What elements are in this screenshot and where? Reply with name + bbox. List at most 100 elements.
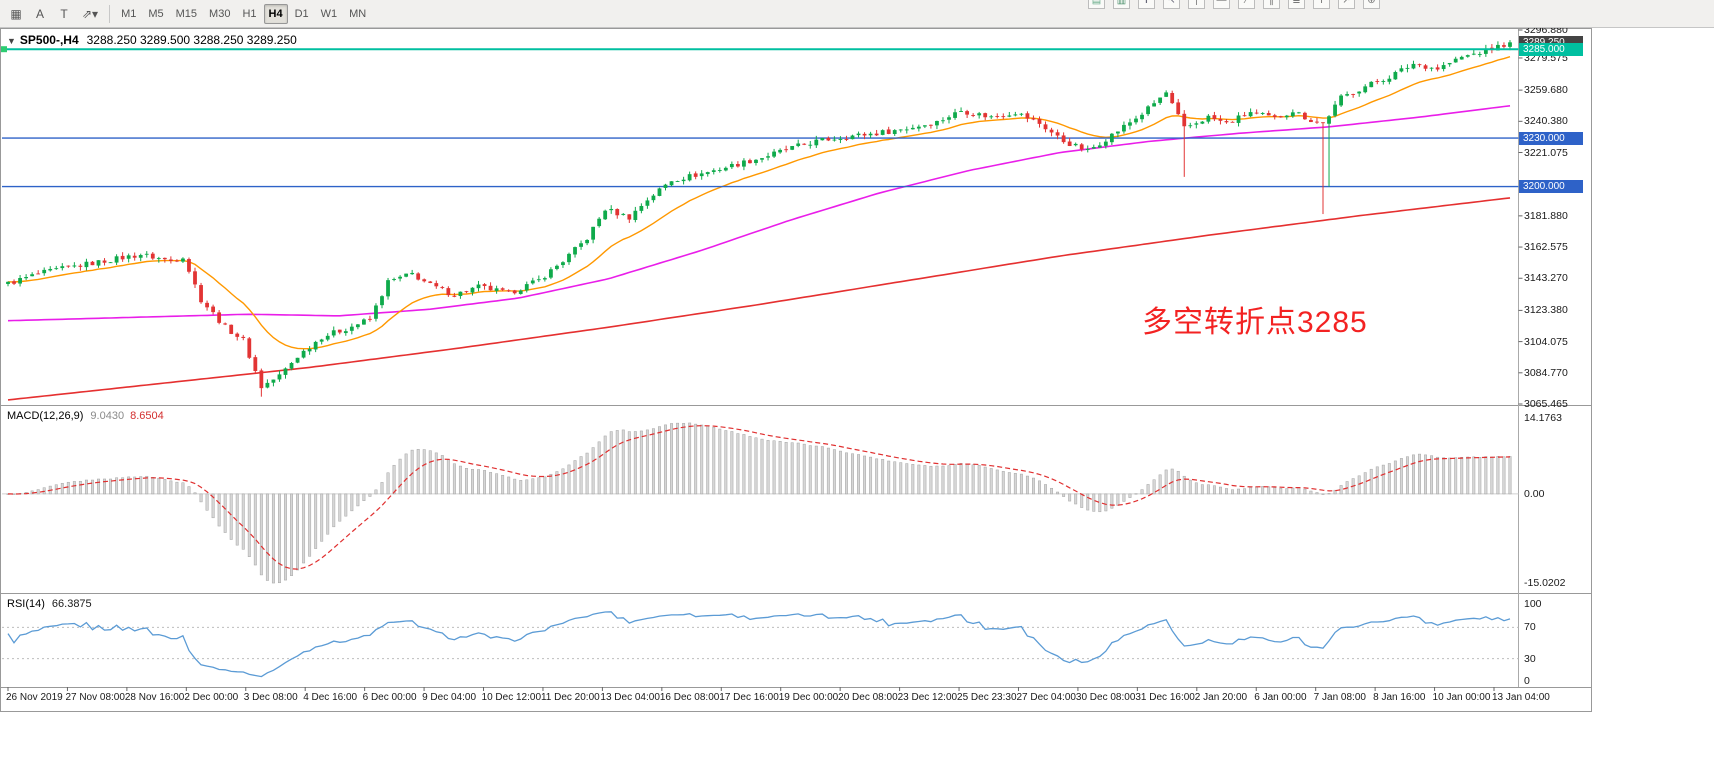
time-axis-label: 6 Jan 00:00 [1254, 692, 1307, 703]
time-axis-label: 27 Nov 08:00 [65, 692, 125, 703]
time-axis-label: 10 Dec 12:00 [481, 692, 542, 703]
time-axis-label: 27 Dec 04:00 [1016, 692, 1076, 703]
timeframe-m30[interactable]: M30 [209, 7, 231, 20]
arrow-tool-icon[interactable]: ↗ [1338, 0, 1355, 9]
symbol-dropdown-icon[interactable]: ▼ [7, 36, 16, 46]
font-a-icon[interactable]: A [35, 6, 44, 21]
ohlc-values: 3288.250 3289.500 3288.250 3289.250 [86, 33, 297, 47]
chart-frame [0, 28, 1592, 712]
toolbar-left-icons: ▦ A T ⇗▾ [4, 4, 104, 24]
macd-signal-value: 8.6504 [130, 410, 164, 422]
horizontal-lines [2, 137, 1519, 188]
time-axis-label: 8 Jan 16:00 [1373, 692, 1426, 703]
time-axis-label: 7 Jan 08:00 [1313, 692, 1366, 703]
time-axis-label: 17 Dec 16:00 [719, 692, 779, 703]
price-axis-label: 3065.465 [1524, 398, 1568, 410]
crosshair-icon[interactable]: ✛ [1138, 0, 1155, 9]
time-axis-label: 25 Dec 23:30 [957, 692, 1017, 703]
timeframe-m15[interactable]: M15 [175, 7, 198, 20]
macd-axis-min: -15.0202 [1524, 577, 1566, 589]
macd-title: MACD(12,26,9) [7, 410, 84, 422]
fibonacci-icon[interactable]: ≣ [1288, 0, 1305, 9]
rsi-title: RSI(14) [7, 598, 45, 610]
rsi-line [7, 611, 1511, 678]
rsi-axis-70: 70 [1524, 621, 1536, 634]
time-axis-label: 20 Dec 08:00 [838, 692, 898, 703]
timeframe-m1[interactable]: M1 [121, 7, 137, 20]
hline-3230-badge: 3230.000 [1519, 131, 1583, 145]
hline-3285-teal[interactable] [1, 46, 1519, 53]
ma-mid-magenta-line [7, 105, 1511, 322]
timeframe-w1[interactable]: W1 [320, 7, 338, 20]
macd-axis-max: 14.1763 [1524, 412, 1562, 424]
timeframe-h4[interactable]: H4 [263, 3, 288, 24]
channel-icon[interactable]: ∥ [1263, 0, 1280, 9]
macd-histogram [6, 422, 1512, 584]
macd-axis-zero: 0.00 [1524, 487, 1545, 500]
time-axis-label: 11 Dec 20:00 [540, 692, 600, 703]
rsi-axis-30: 30 [1524, 652, 1536, 665]
chart-symbol-header: ▼ SP500-,H4 3288.250 3289.500 3288.250 328… [7, 33, 297, 47]
time-axis-label: 30 Dec 08:00 [1075, 692, 1136, 703]
time-ticks [7, 687, 1495, 691]
trendline-icon[interactable]: ∕ [1238, 0, 1255, 9]
time-axis-label: 26 Nov 2019 [6, 692, 63, 703]
rsi-axis-100: 100 [1524, 598, 1542, 610]
charts-grid-icon[interactable]: ▦ [10, 6, 22, 21]
price-axis-label: 3240.380 [1524, 115, 1568, 128]
time-axis-label: 10 Jan 00:00 [1432, 692, 1491, 703]
price-axis-label: 3162.575 [1524, 241, 1568, 254]
time-axis-label: 6 Dec 00:00 [362, 692, 417, 703]
time-axis-label: 4 Dec 16:00 [303, 692, 358, 703]
time-axis-label: 23 Dec 12:00 [897, 692, 958, 703]
time-axis-label: 9 Dec 04:00 [422, 692, 477, 703]
price-axis-label: 3259.680 [1524, 84, 1568, 97]
top-toolbar: ▦ A T ⇗▾ M1 M5 M15 M30 H1 H4 D1 W1 MN ▤ ▥ ✛ ↖ | — ∕ ∥ ≣ T ↗ ⊕ [0, 0, 1714, 28]
price-axis-label: 3104.075 [1524, 335, 1568, 348]
time-axis-label: 13 Jan 04:00 [1492, 692, 1550, 703]
horizontal-line-icon[interactable]: — [1213, 0, 1230, 9]
macd-signal-line [7, 425, 1511, 570]
price-axis-label: 3181.880 [1524, 209, 1568, 222]
timeframe-mn[interactable]: MN [349, 7, 367, 20]
new-chart-icon[interactable]: ▤ [1088, 0, 1105, 9]
rsi-value: 66.3875 [51, 598, 92, 610]
rsi-axis-0: 0 [1524, 675, 1530, 687]
time-axis-label: 2 Jan 20:00 [1194, 692, 1248, 703]
price-axis-label: 3221.075 [1524, 146, 1568, 159]
chart-mode-icon[interactable]: ▥ [1113, 0, 1130, 9]
toolbar-clipped-icons: ▤ ▥ ✛ ↖ | — ∕ ∥ ≣ T ↗ ⊕ [1088, 0, 1380, 9]
hline-3200-badge: 3200.000 [1519, 180, 1583, 194]
time-axis-label: 28 Nov 16:00 [124, 692, 185, 703]
candlestick-series [6, 40, 1512, 397]
vertical-line-icon[interactable]: | [1188, 0, 1205, 9]
ma-slow-red-line [7, 197, 1511, 401]
time-axis-label: 16 Dec 08:00 [659, 692, 720, 703]
macd-header: MACD(12,26,9) 9.0430 8.6504 [7, 410, 164, 422]
axis-ticks [1518, 29, 1523, 405]
time-axis-label: 31 Dec 16:00 [1135, 692, 1195, 703]
price-axis-label: 3084.770 [1524, 366, 1568, 379]
rsi-levels [2, 626, 1519, 660]
symbol-label: SP500-,H4 [19, 33, 79, 47]
time-axis-label: 2 Dec 00:00 [184, 692, 239, 703]
text-t-icon[interactable]: T [60, 6, 68, 21]
timeframe-h1[interactable]: H1 [242, 7, 257, 20]
time-axis-label: 13 Dec 04:00 [600, 692, 660, 703]
price-axis-label: 3123.380 [1524, 304, 1568, 317]
ma-fast-orange-line [7, 56, 1511, 350]
timeframe-m5[interactable]: M5 [148, 7, 164, 20]
draw-tools-icon[interactable]: ⇗▾ [82, 6, 99, 21]
toolbar-separator [109, 4, 111, 23]
zoom-in-icon[interactable]: ⊕ [1363, 0, 1380, 9]
macd-main-value: 9.0430 [90, 410, 125, 422]
timeframe-buttons: M1 M5 M15 M30 H1 H4 D1 W1 MN [115, 3, 372, 24]
timeframe-d1[interactable]: D1 [294, 7, 309, 20]
time-axis-label: 19 Dec 00:00 [778, 692, 839, 703]
time-axis-label: 3 Dec 08:00 [243, 692, 298, 703]
chart-annotation-text: 多空转折点3285 [1142, 306, 1368, 339]
cursor-icon[interactable]: ↖ [1163, 0, 1180, 9]
hline-3285-badge: 3285.000 [1519, 42, 1583, 56]
text-label-icon[interactable]: T [1313, 0, 1330, 9]
